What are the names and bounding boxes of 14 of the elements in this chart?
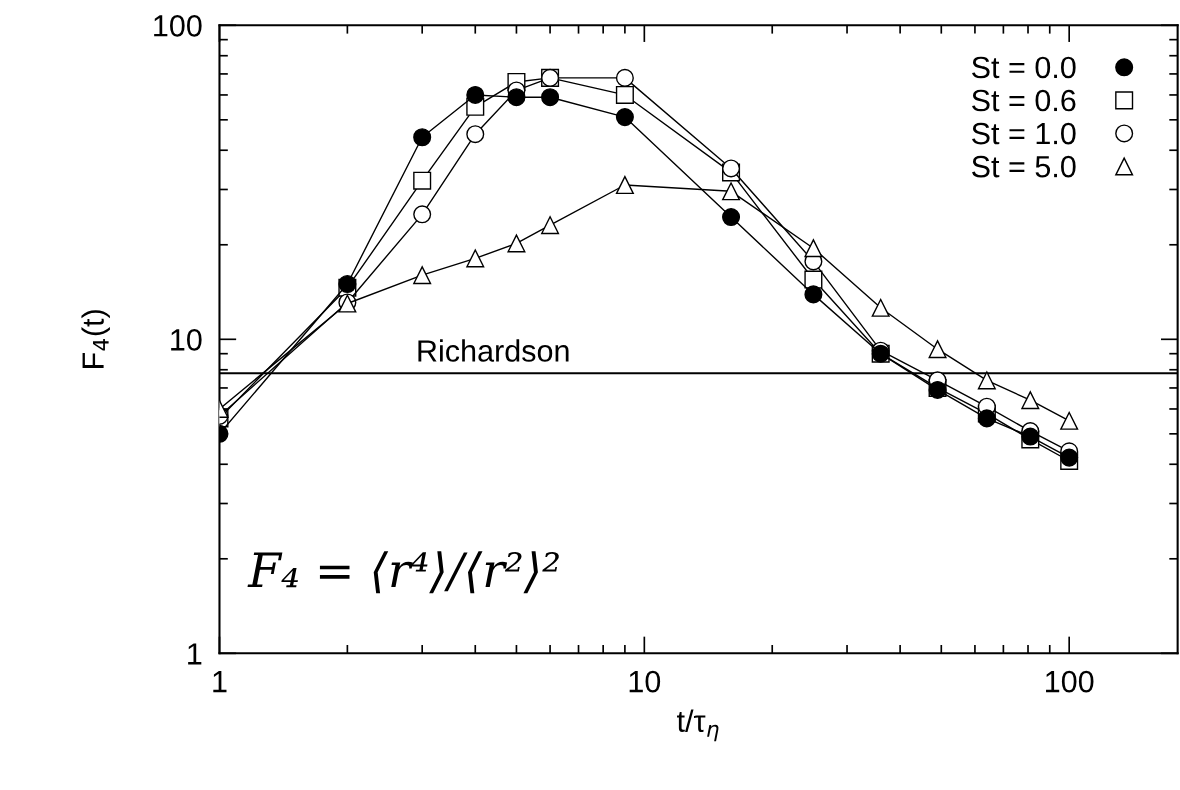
annotation: F₄ = ⟨r⁴⟩/⟨r²⟩² xyxy=(247,551,559,594)
y-tick-label: 1 xyxy=(188,643,202,665)
legend-label: St = 0.6 xyxy=(972,89,1076,112)
x-tick-label: 10 xyxy=(629,670,661,693)
x-tick-label: 1 xyxy=(213,671,227,693)
y-tick-label: 10 xyxy=(171,329,202,351)
legend-label: St = 5.0 xyxy=(972,155,1076,178)
y-axis-title: F$_{4}$(t) xyxy=(81,310,110,368)
legend-label: St = 0.0 xyxy=(972,56,1076,79)
ref-line-label: Richardson xyxy=(418,339,569,362)
y-tick-label: 100 xyxy=(154,15,202,37)
x-axis-title: t/τ$_{η}$ xyxy=(677,709,719,742)
legend-label: St = 1.0 xyxy=(972,122,1076,145)
x-tick-label: 100 xyxy=(1046,670,1094,693)
